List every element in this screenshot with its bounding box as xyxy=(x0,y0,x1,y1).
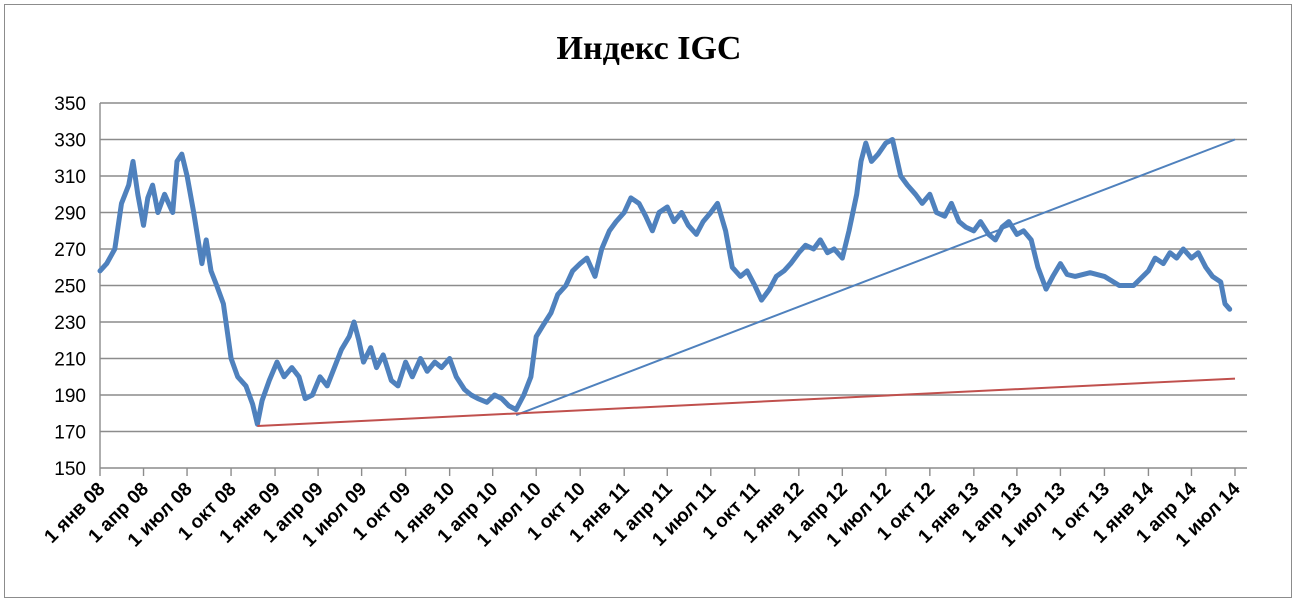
y-tick-label: 290 xyxy=(54,204,86,225)
y-tick-label: 350 xyxy=(54,94,86,115)
y-tick-label: 230 xyxy=(54,313,86,334)
trendline-2 xyxy=(257,377,1236,427)
y-tick-label: 270 xyxy=(54,240,86,261)
igc-index-line xyxy=(97,137,1233,427)
y-tick-label: 250 xyxy=(54,277,86,298)
series-group xyxy=(97,137,1236,427)
chart-title: Индекс IGC xyxy=(557,30,742,67)
igc-index-chart: Индекс IGC 150 170 190 210 230 250 270 290 310 33… xyxy=(41,30,1247,551)
y-tick-label: 190 xyxy=(54,386,86,407)
trendline-1 xyxy=(515,138,1236,417)
y-tick-label: 210 xyxy=(54,350,86,371)
y-tick-label: 170 xyxy=(54,423,86,444)
chart-frame: Индекс IGC 150 170 190 210 230 250 270 290 310 33… xyxy=(4,4,1292,598)
y-axis-ticks: 150 170 190 210 230 250 270 290 310 330 350 xyxy=(54,94,86,480)
x-axis-ticks: 1 янв 081 апр 081 июл 081 окт 081 янв 09… xyxy=(41,468,1245,551)
grid-lines xyxy=(99,102,1247,469)
y-tick-label: 150 xyxy=(54,459,86,480)
y-tick-label: 310 xyxy=(54,167,86,188)
y-tick-label: 330 xyxy=(54,131,86,152)
